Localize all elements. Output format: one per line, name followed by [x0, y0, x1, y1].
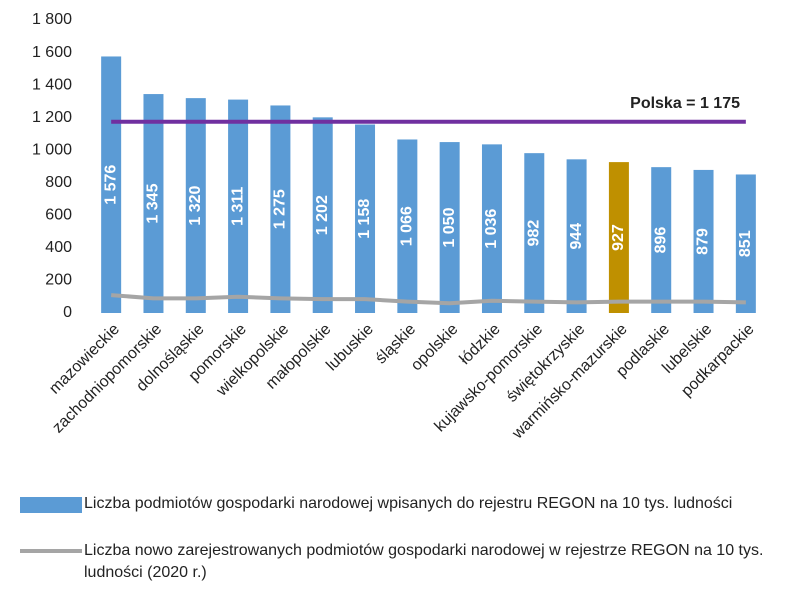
y-tick-label: 1 600: [32, 44, 72, 61]
x-tick-label: lubuskie: [323, 321, 377, 375]
value-label: 1 036: [483, 209, 500, 249]
y-tick-label: 1 200: [32, 109, 72, 126]
value-label: 982: [526, 220, 543, 247]
y-tick-label: 200: [45, 272, 72, 289]
line: [111, 293, 746, 306]
bar: [481, 144, 502, 313]
bar: [608, 162, 629, 313]
y-tick-label: 0: [63, 304, 72, 321]
value-label: 851: [737, 230, 754, 257]
y-tick-label: 1 400: [32, 76, 72, 93]
legend-label: Liczba podmiotów gospodarki narodowej wp…: [84, 495, 733, 512]
value-label: 944: [568, 223, 585, 250]
y-tick-label: 1 800: [32, 11, 72, 28]
y-tick-label: 800: [45, 174, 72, 191]
legend-swatch: [20, 549, 82, 553]
bar: [312, 117, 333, 313]
bar: [270, 105, 291, 313]
bar: [524, 153, 545, 313]
legend-swatch: [20, 497, 82, 513]
legend-label: Liczba nowo zarejestrowanych podmiotów g…: [84, 542, 764, 581]
bar: [566, 159, 587, 313]
bar: [143, 94, 164, 313]
value-label: 1 066: [399, 206, 416, 246]
y-tick-label: 1 000: [32, 141, 72, 158]
value-label: 896: [652, 227, 669, 254]
value-label: 1 050: [441, 207, 458, 247]
bar: [735, 174, 756, 313]
value-label: 1 202: [314, 195, 331, 235]
y-tick-label: 400: [45, 239, 72, 256]
value-label: 1 320: [187, 185, 204, 225]
value-label: 1 311: [229, 187, 246, 226]
bar: [397, 139, 418, 313]
value-label: 1 345: [145, 183, 162, 223]
x-tick-label: opolskie: [408, 321, 462, 375]
bar: [439, 142, 460, 313]
value-label: 1 275: [272, 189, 289, 229]
y-tick-label: 600: [45, 207, 72, 224]
value-label: 879: [695, 228, 712, 255]
bar: [651, 167, 672, 313]
reference-label: Polska = 1 175: [630, 95, 740, 112]
bar: [693, 169, 714, 313]
bar: [185, 98, 206, 313]
value-label: 1 576: [102, 165, 119, 205]
bar: [355, 124, 376, 314]
value-label: 1 158: [356, 199, 373, 239]
bar: [228, 99, 249, 314]
value-label: 927: [610, 224, 627, 251]
